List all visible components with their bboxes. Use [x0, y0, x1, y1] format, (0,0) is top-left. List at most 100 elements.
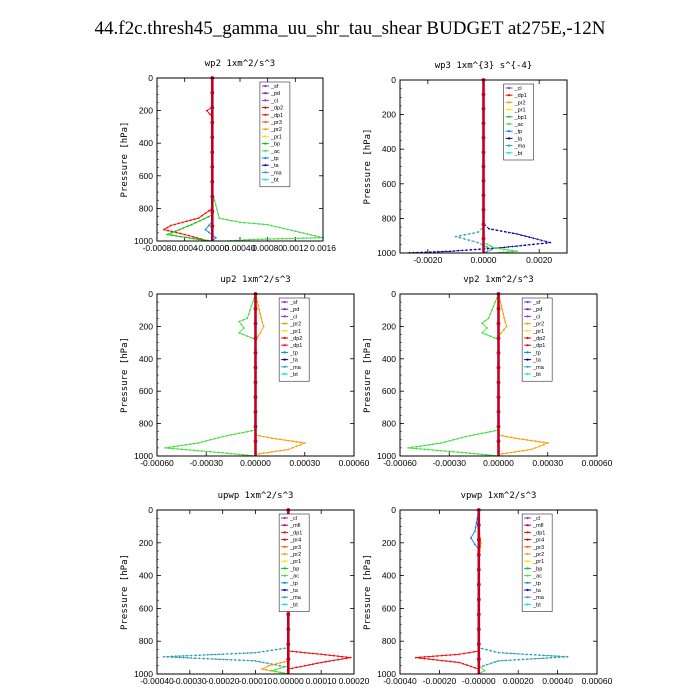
series-marker-main — [253, 439, 258, 444]
series-marker-ac — [271, 669, 273, 672]
series-marker-pr2 — [503, 328, 505, 331]
series-marker-ta — [445, 250, 447, 253]
legend-entry: _pr1 — [270, 134, 282, 140]
legend-entry: _mfl — [289, 523, 300, 529]
series-marker-bp — [179, 235, 182, 238]
series-marker-dp1 — [204, 212, 207, 215]
y-tick-label: 1000 — [377, 248, 396, 258]
series-marker-pr2 — [303, 442, 306, 444]
series-marker-ma — [222, 658, 225, 661]
series-marker-bp — [178, 228, 181, 231]
legend-marker — [507, 86, 511, 90]
y-tick-label: 1000 — [134, 451, 153, 461]
series-marker-ma — [258, 660, 261, 663]
series-marker-ma — [521, 658, 524, 661]
legend-entry: _tp — [289, 350, 298, 356]
series-marker-ta — [508, 231, 510, 234]
series-marker-pr2 — [499, 301, 502, 303]
series-marker-ma — [468, 239, 470, 242]
x-tick-label: 0.00000 — [240, 458, 271, 468]
plot-frame — [399, 293, 598, 457]
page-title: 44.f2c.thresh45_gamma_uu_shr_tau_shear B… — [94, 18, 606, 39]
y-tick-label: 400 — [139, 138, 153, 148]
series-marker-ac — [270, 224, 273, 227]
legend-marker — [283, 524, 286, 527]
series-marker-ac — [205, 450, 208, 453]
series-marker-ac — [419, 445, 422, 447]
series-marker-bp — [170, 234, 173, 237]
legend-entry: _pr2 — [289, 552, 301, 558]
legend-entry: _bt — [532, 372, 541, 378]
series-marker-pr2 — [538, 440, 541, 443]
legend-entry: _ma — [532, 365, 545, 371]
series-marker-dp1 — [205, 109, 208, 112]
series-marker-ac — [209, 438, 212, 441]
series-marker-main — [481, 222, 486, 227]
series-marker-ma — [170, 656, 173, 658]
legend-entry: _dp1 — [532, 530, 545, 536]
series-marker-ac — [481, 432, 483, 435]
legend-marker — [283, 538, 286, 541]
series-marker-dp1 — [449, 654, 452, 656]
legend-marker — [283, 315, 286, 318]
legend-entry: _ac — [514, 122, 524, 128]
series-marker-ma — [550, 656, 553, 659]
series-marker-ma — [190, 654, 193, 657]
series-marker-ma — [210, 658, 213, 660]
series-marker-ac — [266, 223, 269, 226]
legend-marker — [283, 322, 286, 325]
series-marker-ma — [242, 659, 245, 662]
series-marker-dp1 — [349, 656, 352, 659]
x-tick-label: 0.00060 — [582, 458, 613, 468]
series-marker-ac — [492, 305, 495, 307]
series-marker-ac — [285, 237, 288, 240]
series-marker-ta — [528, 243, 531, 246]
y-tick-label: 600 — [139, 171, 153, 181]
series-marker-bp — [184, 236, 187, 239]
series-marker-ta — [536, 238, 539, 241]
series-marker-ta — [496, 229, 498, 232]
series-marker-ac — [249, 309, 251, 312]
series-marker-ac — [184, 444, 187, 446]
series-marker-ac — [277, 237, 280, 240]
series-marker-pr2 — [275, 437, 277, 440]
series-marker-pr2 — [295, 445, 298, 448]
series-marker-ac — [481, 453, 483, 456]
series-marker-main — [496, 365, 501, 370]
series-marker-ma — [493, 650, 496, 653]
series-marker-dp1 — [312, 663, 314, 666]
series-marker-pr2 — [534, 440, 537, 443]
series-marker-bp — [182, 227, 185, 229]
legend-entry: _pr2 — [532, 552, 544, 558]
legend-entry: _dp2 — [289, 336, 302, 342]
series-marker-dp1 — [185, 220, 188, 223]
series-marker-dp1 — [192, 235, 194, 238]
series-marker-ma — [242, 652, 245, 655]
series-marker-tp — [208, 224, 210, 227]
series-marker-main — [481, 135, 486, 140]
legend-marker — [507, 151, 511, 154]
y-tick-label: 400 — [382, 354, 396, 364]
series-marker-ma — [463, 233, 466, 236]
y-tick-label: 600 — [382, 386, 396, 396]
legend-entry: _dp1 — [289, 343, 302, 349]
series-marker-ma — [526, 658, 528, 661]
series-marker-ac — [431, 449, 434, 451]
panel-vp2: vp2 1xm^2/s^3 Pressure [hPa] 0 200 400 600 800… — [363, 275, 613, 468]
legend-entry: _bt — [289, 372, 298, 378]
series-marker-main — [286, 627, 291, 632]
series-marker-ta — [504, 230, 506, 233]
series-marker-ac — [252, 238, 255, 241]
y-axis-label: Pressure [hPa] — [363, 554, 373, 630]
series-marker-ac — [464, 451, 467, 454]
series-marker-ac — [507, 251, 509, 253]
series-marker-ac — [294, 230, 297, 233]
y-tick-label: 800 — [139, 419, 153, 429]
legend-entry: _dp2 — [270, 106, 283, 112]
series-marker-ma — [218, 653, 221, 656]
series-marker-ac — [214, 204, 217, 207]
series-marker-dp1 — [187, 234, 190, 237]
series-marker-ta — [520, 244, 522, 247]
series-marker-ma — [283, 647, 286, 650]
